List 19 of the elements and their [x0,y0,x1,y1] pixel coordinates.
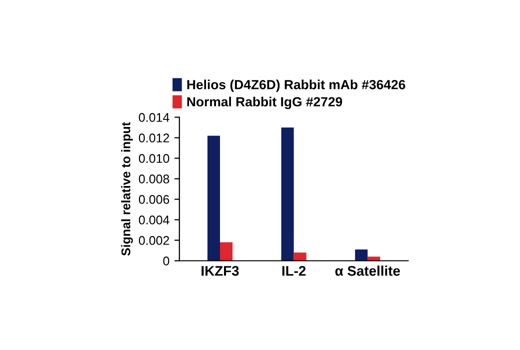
y-tick-label: 0.002 [138,236,170,245]
y-tick-label: 0.004 [138,216,170,224]
y-tick-label: 0.014 [138,113,170,122]
legend-label: Helios (D4Z6D) Rabbit mAb #36426 [187,80,406,92]
y-tick-label: 0.006 [138,195,170,204]
bar [294,252,306,261]
x-tick-label: IKZF3 [202,266,239,276]
bar [355,249,368,261]
y-tick-label: 0 [163,256,170,266]
bar [207,136,220,261]
y-axis-title: Signal relative to input [121,122,133,256]
bar [281,128,294,261]
x-tick-label: α Satellite [335,266,400,276]
legend-label: Normal Rabbit IgG #2729 [187,96,342,110]
y-tick-label: 0.012 [138,134,170,142]
x-tick-label: IL-2 [282,266,306,276]
bar [220,242,233,261]
y-tick-label: 0.008 [138,174,170,184]
y-tick-label: 0.010 [138,154,170,163]
